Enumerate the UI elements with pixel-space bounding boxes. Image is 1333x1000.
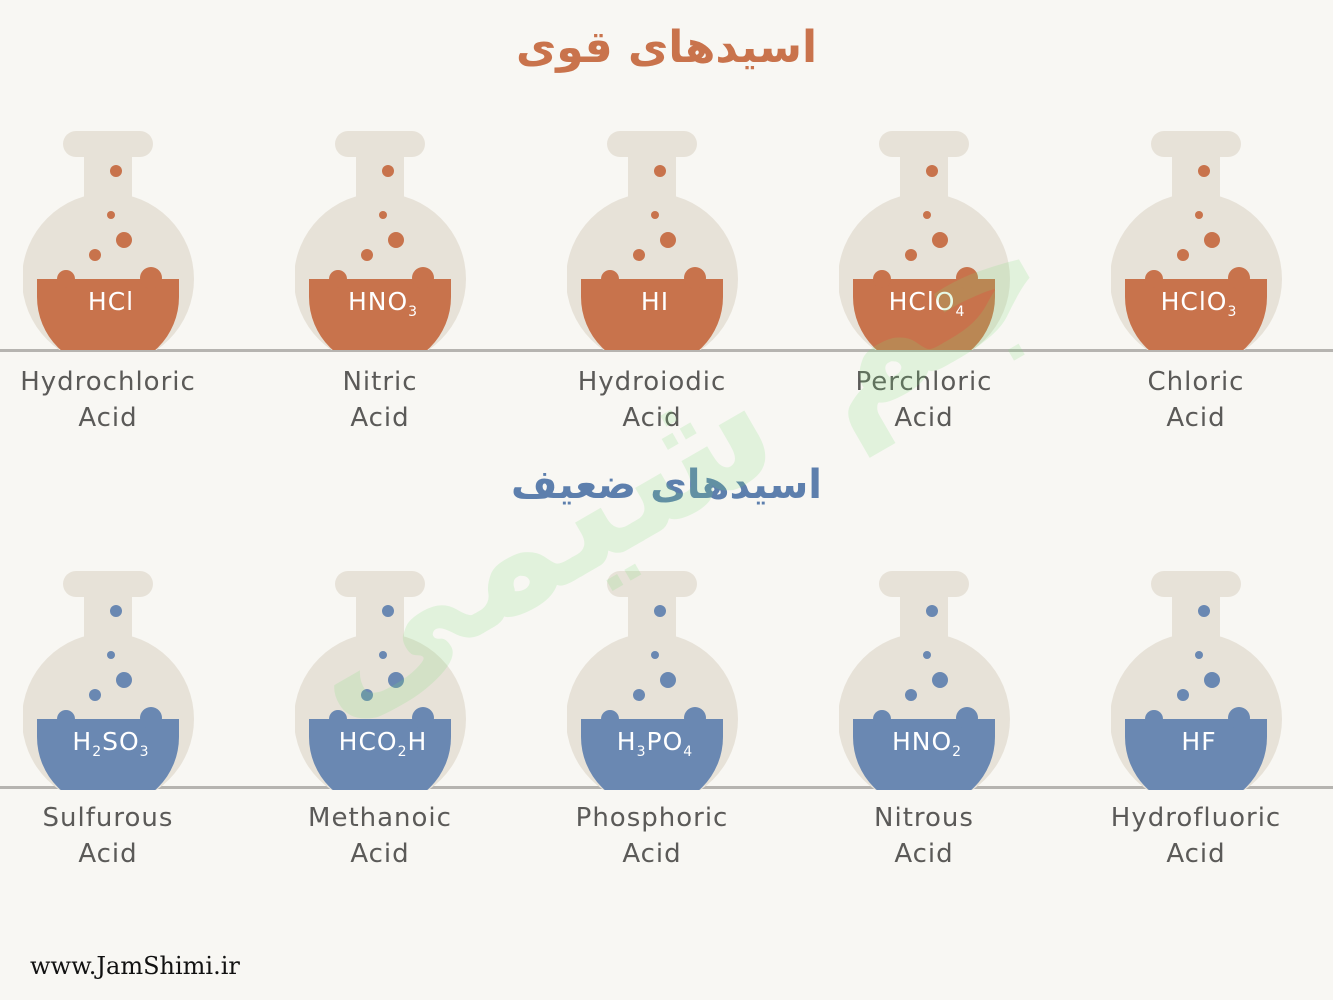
acid-name-line1: Perchloric [855, 367, 993, 397]
acid-name: Hydrofluoric Acid [1076, 800, 1316, 872]
acid-name: Sulfurous Acid [0, 800, 228, 872]
formula-text: HClO [1160, 287, 1228, 316]
formula-subscript: 4 [955, 304, 966, 320]
formula-text: H [616, 727, 637, 756]
acid-name-line1: Hydroiodic [577, 367, 727, 397]
weak-flask: HNO2 [839, 569, 1015, 799]
strong-flask: HClO3 [1111, 129, 1287, 359]
formula-text: HClO [888, 287, 956, 316]
acid-name: Phosphoric Acid [532, 800, 772, 872]
formula-text: HNO [347, 287, 409, 316]
chemical-formula: HI [567, 287, 743, 316]
acid-name: Perchloric Acid [804, 364, 1044, 436]
acid-name-line2: Acid [622, 403, 682, 433]
flask-icon [1111, 571, 1282, 790]
formula-text: HCO [338, 727, 398, 756]
acid-name-line2: Acid [78, 839, 138, 869]
strong-acids-title: اسیدهای قوی [515, 22, 818, 73]
acid-name-line2: Acid [350, 839, 410, 869]
formula-subscript: 3 [1227, 304, 1238, 320]
acid-name-line1: Hydrochloric [20, 367, 196, 397]
weak-flask: HCO2H [295, 569, 471, 799]
chemical-formula: HNO3 [295, 287, 471, 320]
flask-icon [567, 571, 738, 790]
formula-text: HF [1181, 727, 1217, 756]
formula-subscript: 3 [139, 744, 150, 760]
acid-name-line2: Acid [1166, 403, 1226, 433]
acid-name-line2: Acid [78, 403, 138, 433]
flask-icon [839, 131, 1010, 350]
site-url: www.JamShimi.ir [30, 952, 240, 980]
acid-name-line2: Acid [350, 403, 410, 433]
acid-name-line1: Nitric [342, 367, 418, 397]
acid-name-line1: Hydrofluoric [1110, 803, 1282, 833]
formula-subscript: 3 [408, 304, 419, 320]
strong-flask: HI [567, 129, 743, 359]
weak-flask: HF [1111, 569, 1287, 799]
acid-name-line2: Acid [622, 839, 682, 869]
formula-text: H [72, 727, 93, 756]
formula-subscript: 2 [397, 744, 408, 760]
acid-name: Nitric Acid [260, 364, 500, 436]
strong-flask: HCl [23, 129, 199, 359]
flask-icon [1111, 131, 1282, 350]
chemical-formula: HCO2H [295, 727, 471, 760]
flask-icon [839, 571, 1010, 790]
formula-text: HCl [87, 287, 135, 316]
acid-name: Chloric Acid [1076, 364, 1316, 436]
formula-text: HI [640, 287, 670, 316]
acid-name-line1: Chloric [1147, 367, 1245, 397]
chemical-formula: HClO3 [1111, 287, 1287, 320]
chemical-formula: HF [1111, 727, 1287, 756]
flask-icon [295, 571, 466, 790]
formula-text: H [407, 727, 428, 756]
weak-flask: H2SO3 [23, 569, 199, 799]
acid-name: Hydroiodic Acid [532, 364, 772, 436]
chemical-formula: HCl [23, 287, 199, 316]
chemical-formula: HClO4 [839, 287, 1015, 320]
formula-text: HNO [891, 727, 953, 756]
formula-subscript: 4 [683, 744, 694, 760]
flask-icon [295, 131, 466, 350]
formula-subscript: 2 [952, 744, 963, 760]
acid-name: Methanoic Acid [260, 800, 500, 872]
flask-icon [23, 131, 194, 350]
acid-name-line2: Acid [894, 403, 954, 433]
strong-flask: HNO3 [295, 129, 471, 359]
formula-subscript: 3 [636, 744, 647, 760]
formula-subscript: 2 [92, 744, 103, 760]
acid-name-line2: Acid [894, 839, 954, 869]
formula-text: PO [646, 727, 684, 756]
chemical-formula: HNO2 [839, 727, 1015, 760]
weak-flask: H3PO4 [567, 569, 743, 799]
acid-name-line1: Nitrous [874, 803, 974, 833]
acid-name: Nitrous Acid [804, 800, 1044, 872]
upper-shelf [0, 349, 1333, 352]
chemical-formula: H2SO3 [23, 727, 199, 760]
acid-name-line1: Methanoic [308, 803, 452, 833]
weak-acids-title: اسیدهای ضعیف [510, 462, 822, 508]
flask-icon [23, 571, 194, 790]
acid-name-line1: Sulfurous [42, 803, 174, 833]
acid-name-line1: Phosphoric [575, 803, 729, 833]
acid-name: Hydrochloric Acid [0, 364, 228, 436]
strong-flask: HClO4 [839, 129, 1015, 359]
formula-text: SO [102, 727, 140, 756]
acid-name-line2: Acid [1166, 839, 1226, 869]
chemical-formula: H3PO4 [567, 727, 743, 760]
flask-icon [567, 131, 738, 350]
